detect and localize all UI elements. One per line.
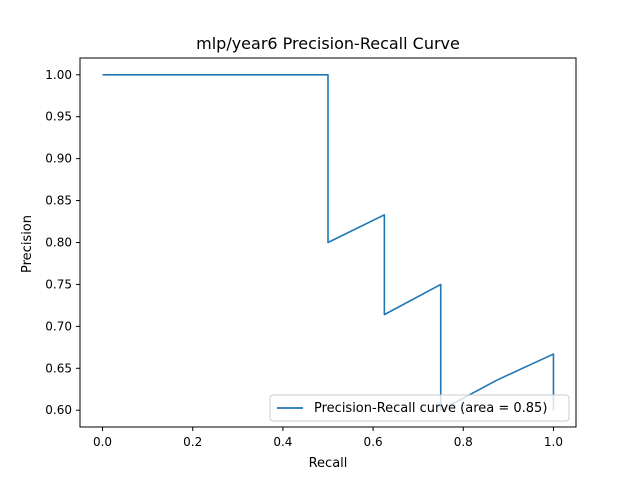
y-tick-label: 0.65 [45,361,72,375]
x-tick-label: 0.2 [183,435,202,449]
y-tick-label: 0.70 [45,319,72,333]
x-tick-label: 0.6 [364,435,383,449]
y-tick-label: 0.80 [45,236,72,250]
y-tick-label: 0.60 [45,403,72,417]
y-tick-label: 0.95 [45,110,72,124]
series-line-precision-recall [102,73,555,412]
legend-label: Precision-Recall curve (area = 0.85) [314,401,547,416]
x-tick-label: 0.0 [93,435,112,449]
x-tick-label: 0.4 [273,435,292,449]
y-tick-label: 0.75 [45,277,72,291]
y-axis-label: Precision [20,215,35,273]
y-tick-label: 0.85 [45,194,72,208]
chart-title: mlp/year6 Precision-Recall Curve [196,34,460,53]
x-tick-label: 1.0 [544,435,563,449]
x-axis-label: Recall [309,456,348,471]
y-axis-ticks: 0.60 0.65 0.70 0.75 0.80 0.85 0.90 0.95 1.00 [45,68,80,417]
legend-box [269,394,570,422]
y-tick-label: 0.90 [45,152,72,166]
legend: Precision-Recall curve (area = 0.85) [269,394,570,422]
plot-area [79,57,577,428]
x-tick-label: 0.8 [454,435,473,449]
x-axis-ticks: 0.0 0.2 0.4 0.6 0.8 1.0 [93,427,563,449]
y-tick-label: 1.00 [45,68,72,82]
